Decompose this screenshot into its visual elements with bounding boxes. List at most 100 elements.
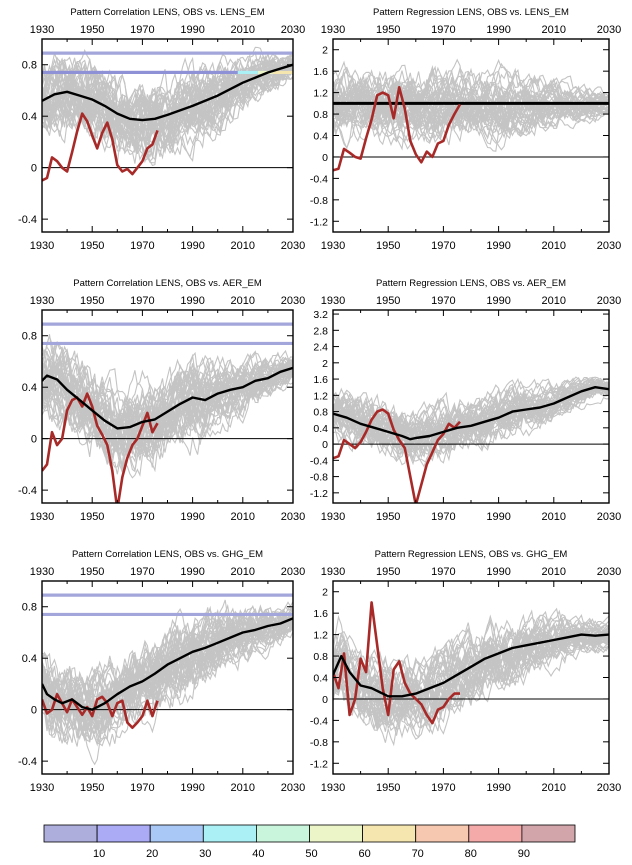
x-tick-label-top: 1950	[376, 24, 400, 36]
ensemble-line	[333, 385, 609, 447]
x-tick-label-top: 1970	[431, 24, 455, 36]
ensemble-line	[42, 604, 293, 722]
x-tick-label: 1990	[180, 511, 204, 523]
x-tick-label-top: 2030	[281, 24, 305, 36]
ensemble-members	[42, 334, 293, 479]
ensemble-line	[42, 371, 293, 473]
chart-title: Pattern Regression LENS, OBS vs. GHG_EM	[375, 549, 568, 560]
y-tick-label: 2	[322, 45, 328, 57]
x-tick-label-top: 2010	[542, 295, 566, 307]
panel-correlation-aer: Pattern Correlation LENS, OBS vs. AER_EM…	[18, 278, 305, 523]
colorbar-label: 70	[412, 848, 424, 860]
colorbar-box	[255, 824, 310, 843]
ensemble-line	[333, 87, 609, 120]
x-tick-label-top: 1990	[486, 566, 510, 578]
y-tick-label: 0.8	[313, 109, 328, 121]
panel-correlation-ghg: Pattern Correlation LENS, OBS vs. GHG_EM…	[18, 549, 305, 794]
y-tick-label: 2	[322, 587, 328, 599]
ensemble-line	[42, 349, 293, 436]
x-tick-label-top: 2030	[597, 295, 621, 307]
panel-regression-lens: Pattern Regression LENS, OBS vs. LENS_EM…	[310, 7, 621, 252]
y-tick-label: 0.8	[313, 407, 328, 419]
chart-title: Pattern Correlation LENS, OBS vs. GHG_EM	[72, 549, 263, 560]
ensemble-line	[42, 365, 293, 454]
ensemble-line	[333, 376, 609, 437]
observations-line	[333, 601, 460, 725]
x-tick-label-top: 1930	[30, 566, 54, 578]
x-tick-label-top: 2010	[231, 24, 255, 36]
ensemble-line	[333, 619, 609, 714]
ensemble-line	[333, 640, 609, 738]
y-tick-label: 0	[31, 163, 37, 175]
chart-title: Pattern Regression LENS, OBS vs. AER_EM	[376, 278, 566, 289]
colorbar-box	[362, 824, 417, 843]
chart-title: Pattern Regression LENS, OBS vs. LENS_EM	[373, 7, 569, 18]
colorbar-label: 60	[358, 848, 370, 860]
ensemble-line	[333, 620, 609, 704]
y-tick-label: 1.6	[313, 608, 328, 620]
ensemble-line	[42, 621, 293, 747]
ensemble-members	[333, 376, 609, 468]
x-tick-label-top: 2010	[542, 566, 566, 578]
y-tick-label: -0.4	[18, 214, 37, 226]
colorbar-box	[202, 824, 257, 843]
x-tick-label: 2010	[231, 240, 255, 252]
ensemble-line	[333, 610, 609, 697]
colorbar-label: 50	[305, 848, 317, 860]
plot-area	[42, 322, 293, 503]
x-tick-label-top: 2010	[231, 295, 255, 307]
x-tick-label: 1990	[486, 782, 510, 794]
plot-area	[42, 593, 293, 766]
y-tick-label: 0.8	[22, 331, 37, 343]
y-tick-label: 3.2	[313, 309, 328, 321]
colorbar-box	[43, 824, 98, 843]
x-tick-label-top: 1950	[376, 566, 400, 578]
colorbar-label: 10	[93, 848, 105, 860]
chart-title: Pattern Correlation LENS, OBS vs. AER_EM	[73, 278, 262, 289]
ensemble-line	[333, 384, 609, 454]
x-tick-label-top: 1990	[486, 24, 510, 36]
y-tick-label: -0.4	[18, 756, 37, 768]
x-tick-label-top: 2030	[281, 566, 305, 578]
x-tick-label: 1950	[80, 511, 104, 523]
x-tick-label: 1930	[321, 240, 345, 252]
y-tick-label: 0	[31, 434, 37, 446]
colorbar-label: 90	[518, 848, 530, 860]
y-tick-label: 1.6	[313, 66, 328, 78]
ensemble-line	[42, 369, 293, 456]
ensemble-mean-line	[333, 386, 609, 441]
colorbar-label: 20	[146, 848, 158, 860]
y-tick-label: 2	[322, 358, 328, 370]
y-tick-label: -0.4	[310, 715, 328, 727]
colorbar-label: 40	[252, 848, 264, 860]
x-tick-label: 2030	[597, 782, 621, 794]
x-tick-label-top: 1970	[431, 295, 455, 307]
y-tick-label: 0.4	[22, 111, 37, 123]
x-tick-label: 1970	[130, 240, 154, 252]
colorbar-box	[149, 824, 204, 843]
x-tick-label-top: 1930	[30, 295, 54, 307]
x-tick-label-top: 2030	[281, 295, 305, 307]
observations-line	[333, 86, 462, 172]
x-tick-label: 2030	[281, 511, 305, 523]
y-tick-label: 0.8	[313, 651, 328, 663]
x-tick-label-top: 1990	[486, 295, 510, 307]
ensemble-mean-line	[42, 366, 293, 430]
y-tick-label: 1.2	[313, 630, 328, 642]
x-tick-label: 2010	[542, 240, 566, 252]
colorbar-label: 30	[199, 848, 211, 860]
x-tick-label-top: 1990	[180, 566, 204, 578]
y-tick-label: 1.2	[313, 390, 328, 402]
ensemble-line	[333, 383, 609, 451]
ensemble-line	[42, 54, 293, 147]
ensemble-members	[42, 46, 293, 167]
ensemble-line	[333, 96, 609, 146]
x-tick-label-top: 1950	[376, 295, 400, 307]
x-tick-label: 1930	[321, 782, 345, 794]
y-tick-label: 1.2	[313, 88, 328, 100]
colorbar-box	[96, 824, 151, 843]
y-tick-label: -0.8	[310, 195, 328, 207]
colorbar-box	[468, 824, 523, 843]
panel-correlation-lens: Pattern Correlation LENS, OBS vs. LENS_E…	[18, 7, 305, 252]
